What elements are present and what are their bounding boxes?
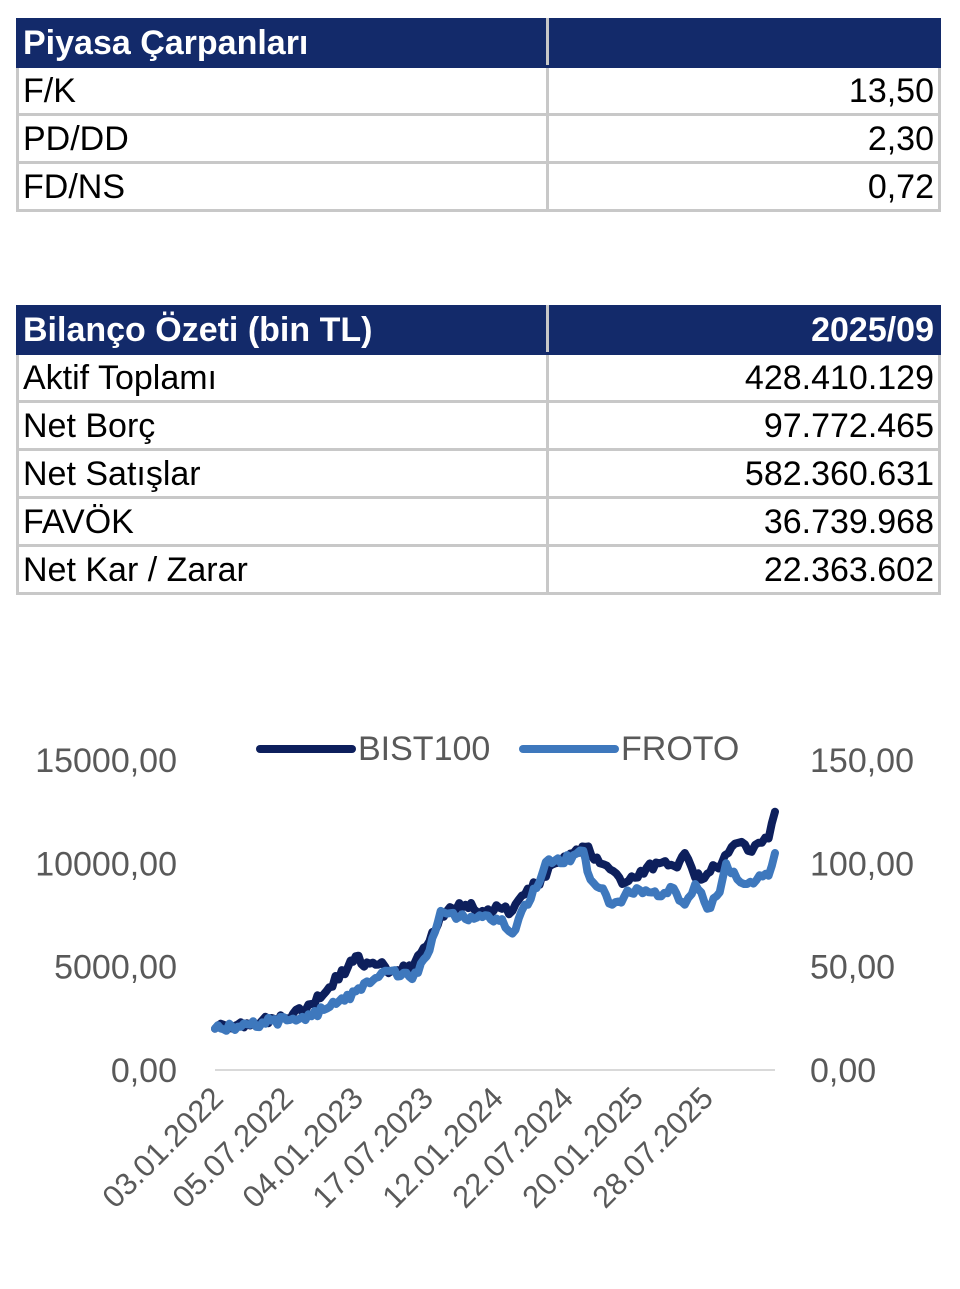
legend-label: FROTO xyxy=(621,730,739,768)
legend-label: BIST100 xyxy=(358,730,490,768)
row-label: FD/NS xyxy=(16,161,549,212)
period-label: 2025/09 xyxy=(546,305,941,355)
right-axis-tick-label: 150,00 xyxy=(810,742,914,780)
series-line-froto xyxy=(211,846,779,1035)
table-header-row: Piyasa Çarpanları xyxy=(16,18,941,68)
row-value: 582.360.631 xyxy=(546,448,941,499)
table-title: Piyasa Çarpanları xyxy=(16,18,549,68)
price-chart: 0,00 5000,00 10000,00 15000,00 0,00 50,00 100,… xyxy=(35,730,914,1215)
table-row: Net Borç 97.772.465 xyxy=(16,400,941,451)
row-value: 97.772.465 xyxy=(546,400,941,451)
right-axis-tick-label: 100,00 xyxy=(810,845,914,883)
row-label: Net Satışlar xyxy=(16,448,549,499)
table-row: Aktif Toplamı 428.410.129 xyxy=(16,352,941,403)
row-value: 2,30 xyxy=(546,113,941,164)
table-header-empty xyxy=(546,18,941,68)
row-value: 22.363.602 xyxy=(546,544,941,595)
table-row: F/K 13,50 xyxy=(16,65,941,116)
left-axis-tick-label: 0,00 xyxy=(111,1052,177,1090)
row-label: PD/DD xyxy=(16,113,549,164)
table-header-row: Bilanço Özeti (bin TL) 2025/09 xyxy=(16,305,941,355)
table-title: Bilanço Özeti (bin TL) xyxy=(16,305,549,355)
row-value: 0,72 xyxy=(546,161,941,212)
table-row: Net Kar / Zarar 22.363.602 xyxy=(16,544,941,595)
right-axis-tick-label: 50,00 xyxy=(810,949,895,987)
right-axis-tick-label: 0,00 xyxy=(810,1052,876,1090)
row-label: Aktif Toplamı xyxy=(16,352,549,403)
market-multiples-table: Piyasa Çarpanları F/K 13,50 PD/DD 2,30 F… xyxy=(16,18,941,212)
left-axis-tick-label: 10000,00 xyxy=(35,845,177,883)
row-label: Net Kar / Zarar xyxy=(16,544,549,595)
table-row: PD/DD 2,30 xyxy=(16,113,941,164)
left-axis-tick-label: 15000,00 xyxy=(35,742,177,780)
table-row: Net Satışlar 582.360.631 xyxy=(16,448,941,499)
row-value: 428.410.129 xyxy=(546,352,941,403)
row-value: 13,50 xyxy=(546,65,941,116)
row-label: FAVÖK xyxy=(16,496,549,547)
balance-summary-table: Bilanço Özeti (bin TL) 2025/09 Aktif Top… xyxy=(16,305,941,595)
table-row: FD/NS 0,72 xyxy=(16,161,941,212)
left-axis-tick-label: 5000,00 xyxy=(54,949,177,987)
row-value: 36.739.968 xyxy=(546,496,941,547)
series-line-bist100 xyxy=(211,807,779,1033)
table-row: FAVÖK 36.739.968 xyxy=(16,496,941,547)
row-label: F/K xyxy=(16,65,549,116)
row-label: Net Borç xyxy=(16,400,549,451)
